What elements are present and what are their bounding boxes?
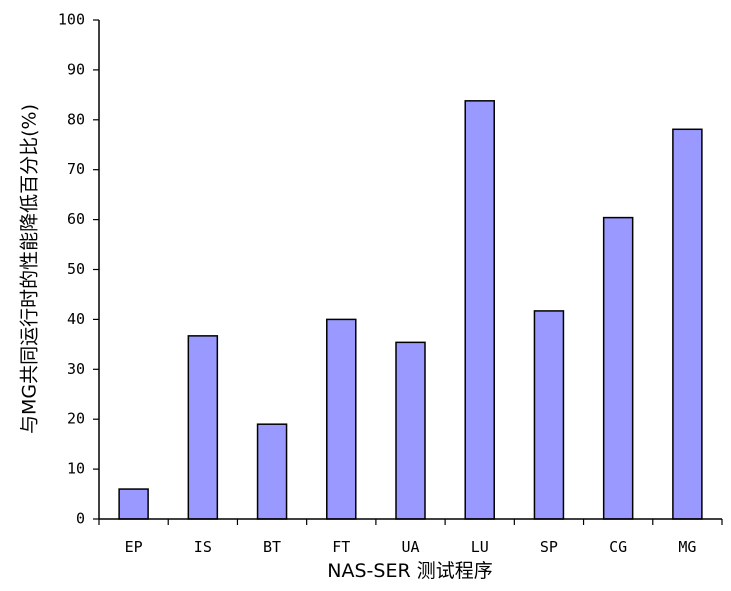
x-tick-label-mg: MG	[678, 538, 696, 556]
y-tick-label: 40	[67, 310, 85, 328]
y-tick-label: 20	[67, 410, 85, 428]
y-tick-label: 0	[76, 510, 85, 528]
bar-sp	[533, 310, 565, 520]
bar-is	[187, 335, 219, 520]
bar-lu	[464, 100, 495, 520]
y-tick-label: 90	[67, 60, 85, 78]
x-tick-label-ep: EP	[125, 538, 143, 556]
x-tick-label-cg: CG	[609, 538, 627, 556]
x-tick-label-bt: BT	[263, 538, 281, 556]
x-axis-title: NAS-SER 测试程序	[327, 560, 492, 582]
y-tick-label: 70	[67, 160, 85, 178]
x-tick-label-lu: LU	[471, 538, 489, 556]
y-tick-label: 80	[67, 110, 85, 128]
y-tick-label: 60	[67, 210, 85, 228]
bars-layer	[118, 100, 703, 520]
y-tick-label: 50	[67, 260, 85, 278]
x-tick-label-sp: SP	[540, 538, 558, 556]
y-ticks: 0 10 20 30 40 50 60 70 80 90 100	[58, 11, 99, 528]
bar-bt	[256, 423, 288, 520]
bar-ep	[118, 488, 149, 520]
y-axis-title: 与MG共同运行时的性能降低百分比(%)	[19, 104, 41, 434]
bar-mg	[672, 128, 703, 520]
y-tick-label: 10	[67, 460, 85, 478]
x-tick-label-ua: UA	[401, 538, 419, 556]
x-tick-label-is: IS	[194, 538, 212, 556]
x-tick-label-ft: FT	[332, 538, 350, 556]
y-tick-label: 30	[67, 360, 85, 378]
x-ticks: EP IS BT FT UA LU SP CG MG	[98, 519, 723, 556]
y-tick-label: 100	[58, 11, 85, 29]
bar-ft	[326, 318, 357, 520]
bar-cg	[602, 216, 634, 520]
bar-ua	[395, 341, 426, 520]
